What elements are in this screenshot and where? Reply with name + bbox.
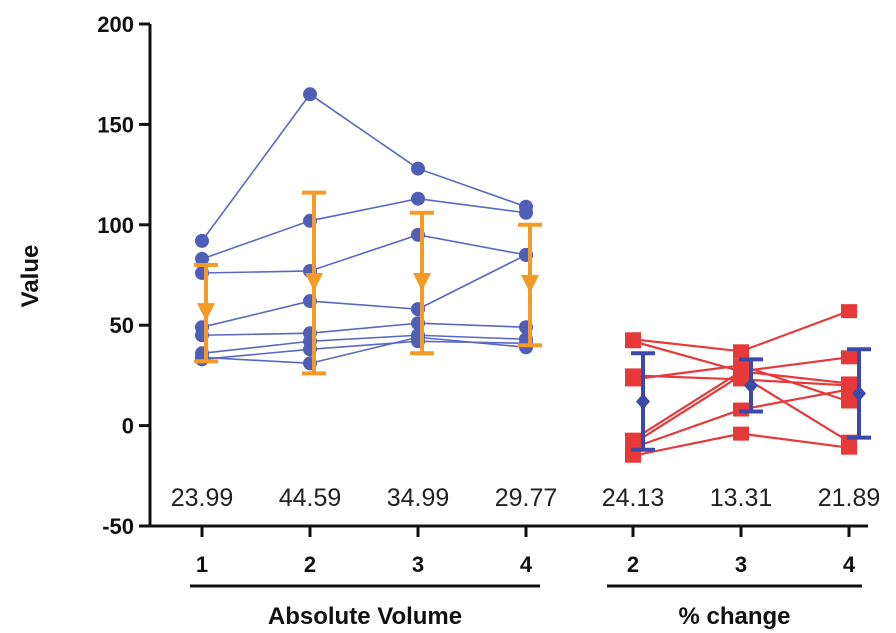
x-tick-label: 4 [520,552,533,577]
data-point [841,394,857,409]
subject-line [201,336,527,365]
data-point [625,334,641,349]
data-point [733,368,749,383]
data-point [841,350,857,365]
y-axis-label: Value [17,245,44,308]
y-tick-label: 100 [97,213,134,238]
y-tick-label: 150 [97,112,134,137]
data-point [625,372,641,387]
data-point [733,344,749,359]
value-label: 23.99 [171,484,234,512]
mean-marker [305,273,323,292]
subject-line [201,322,527,337]
data-point [841,304,857,319]
y-tick-label: 0 [122,414,134,439]
value-label: 13.31 [710,484,773,512]
data-point [625,448,641,463]
mean-marker [521,275,539,294]
subject-line [201,93,527,242]
data-point [303,87,317,102]
subject-line [201,197,527,260]
data-point [625,436,641,451]
data-point [195,233,209,248]
y-tick-label: 200 [97,12,134,37]
value-label: 34.99 [387,484,450,512]
x-tick-label: 3 [735,552,747,577]
x-tick-label: 4 [843,552,856,577]
data-point [411,191,425,206]
data-point [733,402,749,417]
value-label: 24.13 [602,484,665,512]
mean-marker [197,303,215,322]
x-tick-label: 2 [627,552,639,577]
mean-marker [413,273,431,292]
subject-line [201,334,527,355]
mean-marker [744,377,758,394]
subject-line [201,254,527,328]
x-tick-label: 3 [412,552,424,577]
mean-marker [852,385,866,402]
data-point [519,205,533,220]
value-label: 44.59 [279,484,342,512]
data-point [411,161,425,176]
x-tick-label: 2 [304,552,316,577]
subject-line [201,234,527,274]
group-label: % change [678,603,790,630]
mean-marker [636,393,650,410]
value-label: 21.89 [818,484,881,512]
data-point [733,426,749,441]
group-label: Absolute Volume [268,603,462,630]
x-tick-label: 1 [196,552,208,577]
value-label: 29.77 [495,484,558,512]
y-tick-label: -50 [102,514,134,539]
y-tick-label: 50 [110,313,134,338]
data-point [195,251,209,266]
